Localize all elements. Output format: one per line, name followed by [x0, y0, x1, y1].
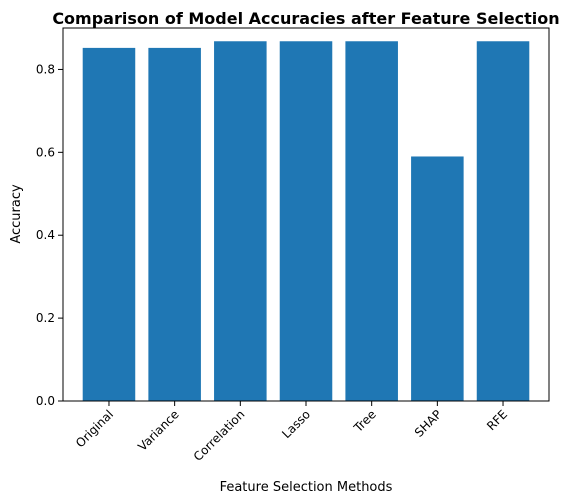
bar-rfe: [476, 41, 530, 402]
y-tick-label: 0.8: [36, 62, 55, 76]
bar-lasso: [279, 41, 333, 402]
x-tick-label: SHAP: [412, 407, 445, 440]
x-tick-label: Original: [73, 407, 116, 450]
x-tick-label: Variance: [135, 407, 182, 454]
bars-group: [82, 41, 530, 402]
bar-tree: [345, 41, 398, 402]
y-axis-ticks: 0.0 0.2 0.4 0.6 0.8: [36, 62, 63, 408]
y-tick-label: 0.2: [36, 311, 55, 325]
bar-variance: [148, 47, 201, 401]
x-axis-label: Feature Selection Methods: [220, 480, 393, 495]
x-tick-label: Tree: [351, 407, 379, 435]
bar-shap: [411, 156, 464, 401]
y-tick-label: 0.6: [36, 145, 55, 159]
x-tick-label: Lasso: [279, 407, 313, 441]
bar-original: [82, 47, 136, 401]
x-axis-ticks: Original Variance Correlation Lasso Tree SHAP…: [73, 401, 510, 464]
y-axis-label: Accuracy: [9, 184, 24, 244]
x-tick-label: RFE: [484, 407, 510, 433]
y-tick-label: 0.4: [36, 228, 55, 242]
bar-correlation: [214, 41, 267, 402]
y-tick-label: 0.0: [36, 394, 55, 408]
x-tick-label: Correlation: [191, 407, 248, 464]
chart-title: Comparison of Model Accuracies after Fea…: [52, 9, 559, 28]
